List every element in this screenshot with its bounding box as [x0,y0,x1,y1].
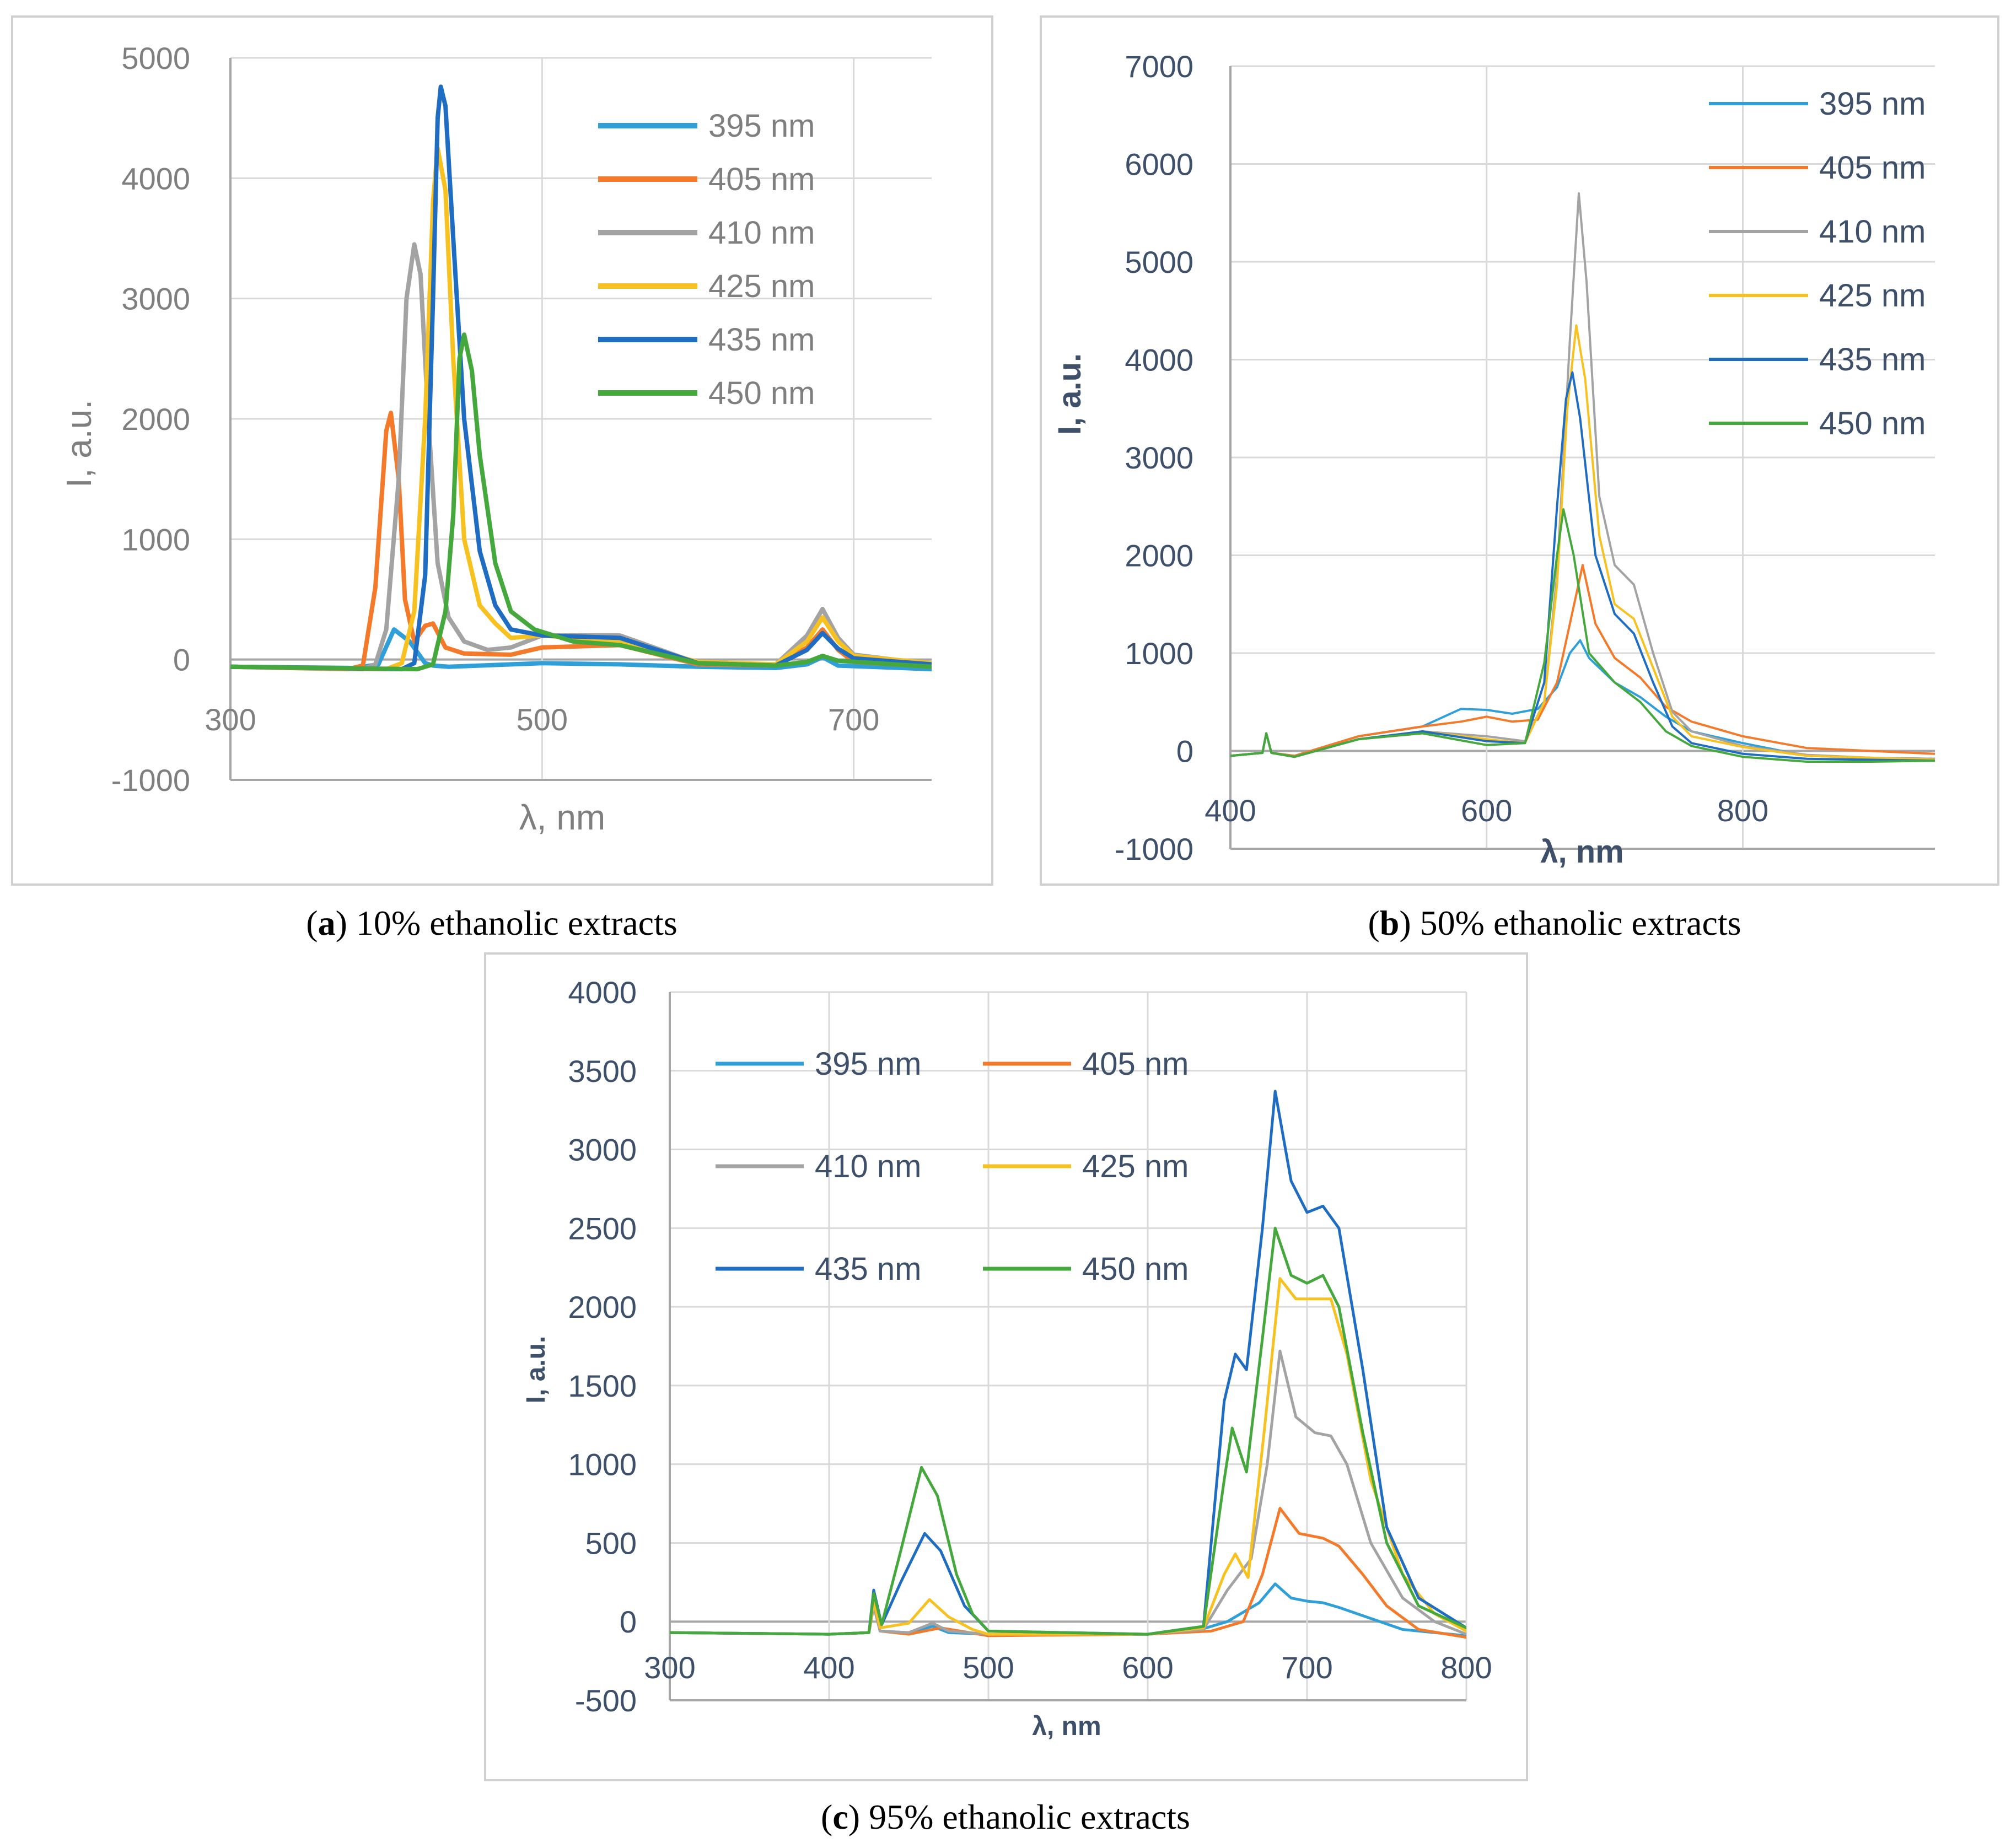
y-tick-label: 7000 [1125,49,1193,84]
caption-c: (c) 95% ethanolic extracts [821,1797,1190,1836]
y-tick-label: 3000 [1125,440,1193,475]
y-tick-label: -500 [575,1683,637,1718]
x-tick-label: 800 [1440,1650,1492,1685]
x-tick-label: 600 [1461,793,1512,828]
caption-b: (b) 50% ethanolic extracts [1368,903,1741,942]
panel-b: -1000 0 1000 2000 3000 4000 5000 6000 7000 400 600… [1040,15,1999,886]
y-tick-label: 3500 [568,1054,637,1089]
y-axis-label: I, a.u. [521,1336,551,1404]
y-tick-label: 2500 [568,1211,637,1246]
x-tick-label: 700 [828,702,879,737]
x-tick-label: 400 [1205,793,1256,828]
y-tick-label: 6000 [1125,147,1193,182]
x-axis-label: λ, nm [1032,1712,1101,1741]
y-tick-label: 0 [173,643,190,677]
series-line-405-nm [670,1507,1466,1639]
legend: 395 nm 405 nm 410 nm 425 nm 435 nm 450 nm [1709,86,1926,441]
x-tick-label: 700 [1281,1650,1332,1685]
y-tick-label: 1000 [121,522,190,557]
chart-frame [484,952,1528,1781]
panel-c: -500 0 500 1000 1500 2000 2500 3000 3500 4000 300 4… [484,952,1528,1781]
legend-label: 410 nm [1819,214,1926,250]
y-tick-label: 5000 [121,41,190,76]
legend-label: 395 nm [815,1046,921,1082]
y-tick-label: 4000 [121,161,190,196]
x-axis-label: λ, nm [1540,834,1624,870]
series-group [670,1090,1466,1639]
y-tick-label: 0 [620,1604,637,1639]
legend-label: 410 nm [815,1149,921,1184]
legend-label: 395 nm [1819,86,1926,122]
legend-label: 425 nm [1082,1149,1189,1184]
y-tick-label: 4000 [1125,343,1193,378]
series-line-450-nm [230,332,932,672]
legend-label: 425 nm [1819,278,1926,314]
y-tick-label: 3000 [121,282,190,316]
y-axis-label: I, a.u. [59,400,99,488]
y-tick-label: -1000 [111,763,190,798]
legend-label: 450 nm [708,375,815,411]
y-tick-label: -1000 [1115,832,1193,866]
legend-label: 450 nm [1819,406,1926,441]
x-axis-label: λ, nm [519,798,605,837]
legend-label: 405 nm [708,161,815,197]
series-line-450-nm [670,1226,1466,1636]
y-tick-label: 1000 [1125,636,1193,671]
y-tick-label: 500 [585,1526,637,1560]
y-tick-label: 2000 [121,402,190,437]
x-tick-label: 300 [644,1650,695,1685]
y-tick-label: 2000 [568,1290,637,1324]
series-line-425-nm [1230,324,1935,761]
y-tick-label: 0 [1176,734,1193,769]
legend-label: 405 nm [1082,1046,1189,1082]
x-tick-label: 400 [803,1650,854,1685]
y-tick-label: 1000 [568,1447,637,1482]
x-tick-label: 600 [1122,1650,1173,1685]
chart-frame [11,15,993,886]
legend-label: 405 nm [1819,150,1926,186]
y-tick-label: 1500 [568,1369,637,1403]
series-line-435-nm [230,84,932,672]
legend-label: 410 nm [708,215,815,251]
series-group [1230,192,1935,763]
legend-label: 395 nm [708,108,815,144]
y-tick-label: 4000 [568,975,637,1010]
legend-label: 435 nm [815,1251,921,1287]
y-tick-label: 5000 [1125,245,1193,279]
series-group [230,84,932,672]
x-tick-label: 500 [517,702,568,737]
series-line-425-nm [670,1277,1466,1636]
series-line-405-nm [1230,564,1935,757]
legend: 395 nm 405 nm 410 nm 425 nm 435 nm 450 nm [716,1046,1189,1287]
series-line-395-nm [1230,639,1935,760]
panel-a: -1000 0 1000 2000 3000 4000 5000 300 500 700 λ, nm… [11,15,993,886]
y-tick-label: 2000 [1125,538,1193,573]
caption-a: (a) 10% ethanolic extracts [306,903,677,942]
series-line-395-nm [670,1582,1466,1637]
chart-frame [1040,15,1999,886]
x-tick-label: 500 [963,1650,1014,1685]
legend-label: 425 nm [708,268,815,304]
series-line-410-nm [230,242,932,672]
legend-label: 435 nm [708,322,815,358]
series-line-450-nm [1230,508,1935,763]
series-line-435-nm [670,1090,1466,1636]
legend-label: 435 nm [1819,342,1926,378]
y-tick-label: 3000 [568,1133,637,1167]
legend: 395 nm 405 nm 410 nm 425 nm 435 nm 450 nm [598,108,815,411]
y-axis-label: I, a.u. [1052,353,1088,435]
series-line-425-nm [230,146,932,672]
x-tick-label: 800 [1717,793,1768,828]
x-tick-label: 300 [205,702,256,737]
series-line-410-nm [670,1349,1466,1636]
legend-label: 450 nm [1082,1251,1189,1287]
series-line-405-nm [230,411,932,672]
